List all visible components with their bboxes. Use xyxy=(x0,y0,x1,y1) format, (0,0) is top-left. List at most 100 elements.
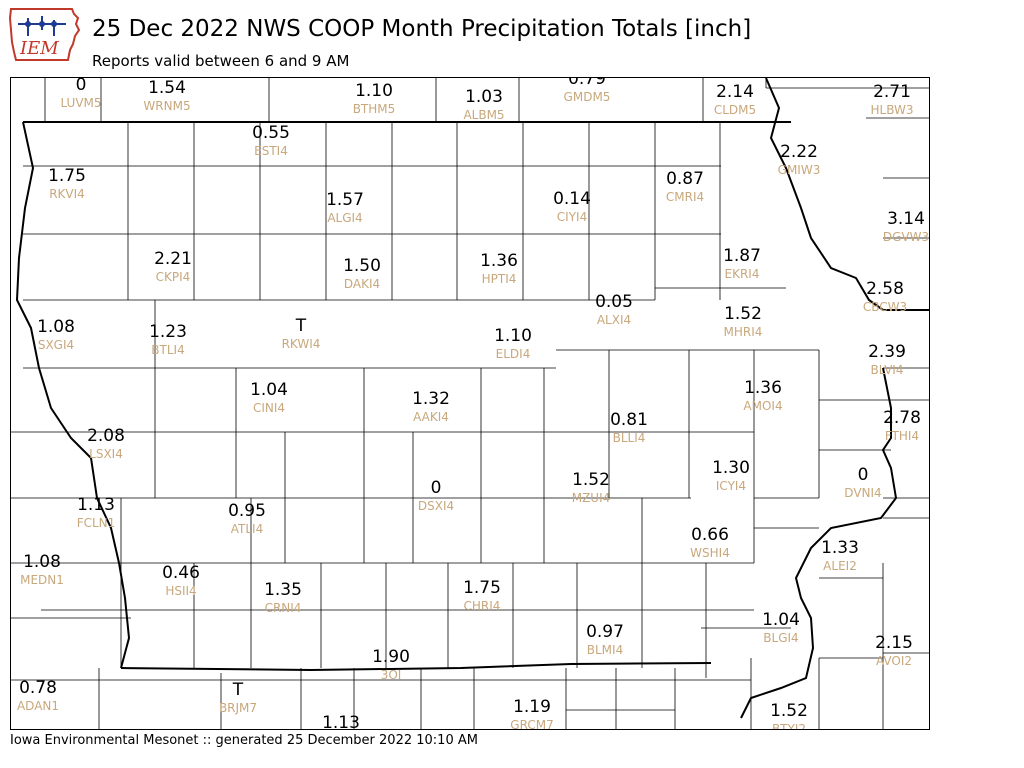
iem-logo: IEM xyxy=(8,6,85,65)
precip-value: 1.04 xyxy=(762,610,800,630)
station-labels: 0LUVM51.54WRNM51.10BTHM51.03ALBM50.79GMD… xyxy=(17,78,929,730)
precip-value: 2.39 xyxy=(868,342,906,362)
station-id: BTLI4 xyxy=(151,343,184,357)
station-id: BLGI4 xyxy=(763,631,798,645)
station-id: LUVM5 xyxy=(60,96,101,110)
iowa-logo-icon: IEM xyxy=(8,8,81,61)
station-id: AAKI4 xyxy=(413,410,449,424)
precip-value: 0.81 xyxy=(610,410,648,430)
precip-value: 1.35 xyxy=(264,580,302,600)
station-id: CBCW3 xyxy=(863,300,907,314)
precip-value: 1.75 xyxy=(48,166,86,186)
station-id: LSXI4 xyxy=(89,447,123,461)
station-id: BTHM5 xyxy=(353,102,396,116)
footer-credit: Iowa Environmental Mesonet :: generated … xyxy=(10,733,478,748)
station-id: DSXI4 xyxy=(418,499,454,513)
precip-value: 1.13 xyxy=(77,495,115,515)
station-id: MZUI4 xyxy=(572,491,611,505)
precip-value: 1.13 xyxy=(322,713,360,730)
precip-value: 1.36 xyxy=(744,378,782,398)
station-id: CMRI4 xyxy=(666,190,704,204)
station-id: BLVI4 xyxy=(871,363,904,377)
precip-value: 1.57 xyxy=(326,190,364,210)
mississippi-river-south xyxy=(740,367,898,719)
precip-value: T xyxy=(232,680,244,700)
precip-value: 1.10 xyxy=(355,81,393,101)
county-map: 0LUVM51.54WRNM51.10BTHM51.03ALBM50.79GMD… xyxy=(11,78,929,730)
station-id: HPTI4 xyxy=(482,272,517,286)
station-id: ALEI2 xyxy=(823,559,857,573)
precipitation-map: 0 LUVM5 1.54 WRNM5 1.10 BTHM5 1.03 ALBM5 0.79 GMD… xyxy=(10,77,930,730)
station-id: DVNI4 xyxy=(844,486,881,500)
station-id: CIYI4 xyxy=(557,210,587,224)
station-id: BRJM7 xyxy=(219,701,257,715)
map-title: 25 Dec 2022 NWS COOP Month Precipitation… xyxy=(92,16,752,42)
map-subtitle: Reports valid between 6 and 9 AM xyxy=(92,52,350,70)
station-id: MEDN1 xyxy=(20,573,64,587)
station-id: BLLI4 xyxy=(613,431,646,445)
precip-value: 0.66 xyxy=(691,525,729,545)
station-id: AMOI4 xyxy=(743,399,782,413)
station-id: CLDM5 xyxy=(714,103,756,117)
missouri-river xyxy=(15,121,131,669)
precip-value: 2.21 xyxy=(154,249,192,269)
station-id: ATLI4 xyxy=(231,522,263,536)
precip-value: 0.46 xyxy=(162,563,200,583)
station-id: DAKI4 xyxy=(344,277,380,291)
station-id: BTYI2 xyxy=(772,722,806,730)
precip-value: 1.04 xyxy=(250,380,288,400)
precip-value: 0 xyxy=(431,478,442,498)
station-id: ALBM5 xyxy=(463,108,504,122)
precip-value: 1.03 xyxy=(465,87,503,107)
precip-value: 0 xyxy=(858,465,869,485)
precip-value: 0.05 xyxy=(595,292,633,312)
station-id: RKVI4 xyxy=(49,187,85,201)
station-id: ELDI4 xyxy=(496,347,531,361)
precip-value: 1.54 xyxy=(148,78,186,98)
station-id: ADAN1 xyxy=(17,699,59,713)
precip-value: 2.08 xyxy=(87,426,125,446)
station-id: DGVW3 xyxy=(883,230,929,244)
precip-value: 2.71 xyxy=(873,82,911,102)
station-id: FCLN1 xyxy=(77,516,116,530)
station-id: CINI4 xyxy=(253,401,285,415)
state-boundaries xyxy=(15,78,929,719)
precip-value: 1.23 xyxy=(149,322,187,342)
precip-value: 2.78 xyxy=(883,408,921,428)
station-id: GMDM5 xyxy=(564,90,611,104)
precip-value: 1.08 xyxy=(37,317,75,337)
precip-value: 0.95 xyxy=(228,501,266,521)
station-id: FTHI4 xyxy=(885,429,919,443)
station-id: MHRI4 xyxy=(724,325,763,339)
